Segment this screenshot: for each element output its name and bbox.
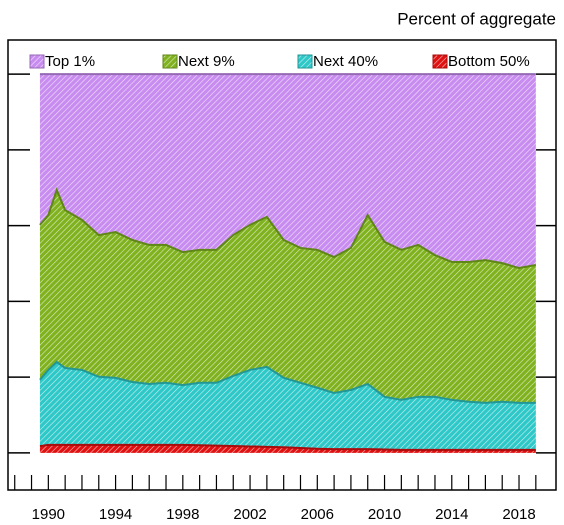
legend-item: Next 9% xyxy=(162,53,235,70)
legend-item: Next 40% xyxy=(297,53,378,70)
legend-label: Next 9% xyxy=(178,53,235,70)
x-tick-label: 1990 xyxy=(32,506,65,523)
x-tick-label: 1998 xyxy=(166,506,199,523)
x-tick-label: 2014 xyxy=(435,506,468,523)
legend-label: Bottom 50% xyxy=(448,53,530,70)
x-tick-label: 2002 xyxy=(233,506,266,523)
x-tick-label: 2010 xyxy=(368,506,401,523)
x-tick-label: 2006 xyxy=(301,506,334,523)
area-edge xyxy=(39,360,536,404)
legend-swatch xyxy=(29,54,45,69)
x-tick-label: 1994 xyxy=(99,506,132,523)
subtitle: Percent of aggregate xyxy=(397,9,556,28)
area xyxy=(39,74,536,269)
plot-frame xyxy=(7,39,557,491)
area xyxy=(39,444,536,453)
legend-item: Bottom 50% xyxy=(432,53,530,70)
area-edge xyxy=(39,443,536,451)
legend-label: Top 1% xyxy=(45,53,95,70)
legend-swatch xyxy=(297,54,313,69)
legend-item: Top 1% xyxy=(29,53,95,70)
x-tick-label: 2018 xyxy=(502,506,535,523)
legend-swatch xyxy=(432,54,448,69)
legend-label: Next 40% xyxy=(313,53,378,70)
area xyxy=(39,190,536,403)
area-edge xyxy=(39,187,537,270)
legend-swatch xyxy=(162,54,178,69)
